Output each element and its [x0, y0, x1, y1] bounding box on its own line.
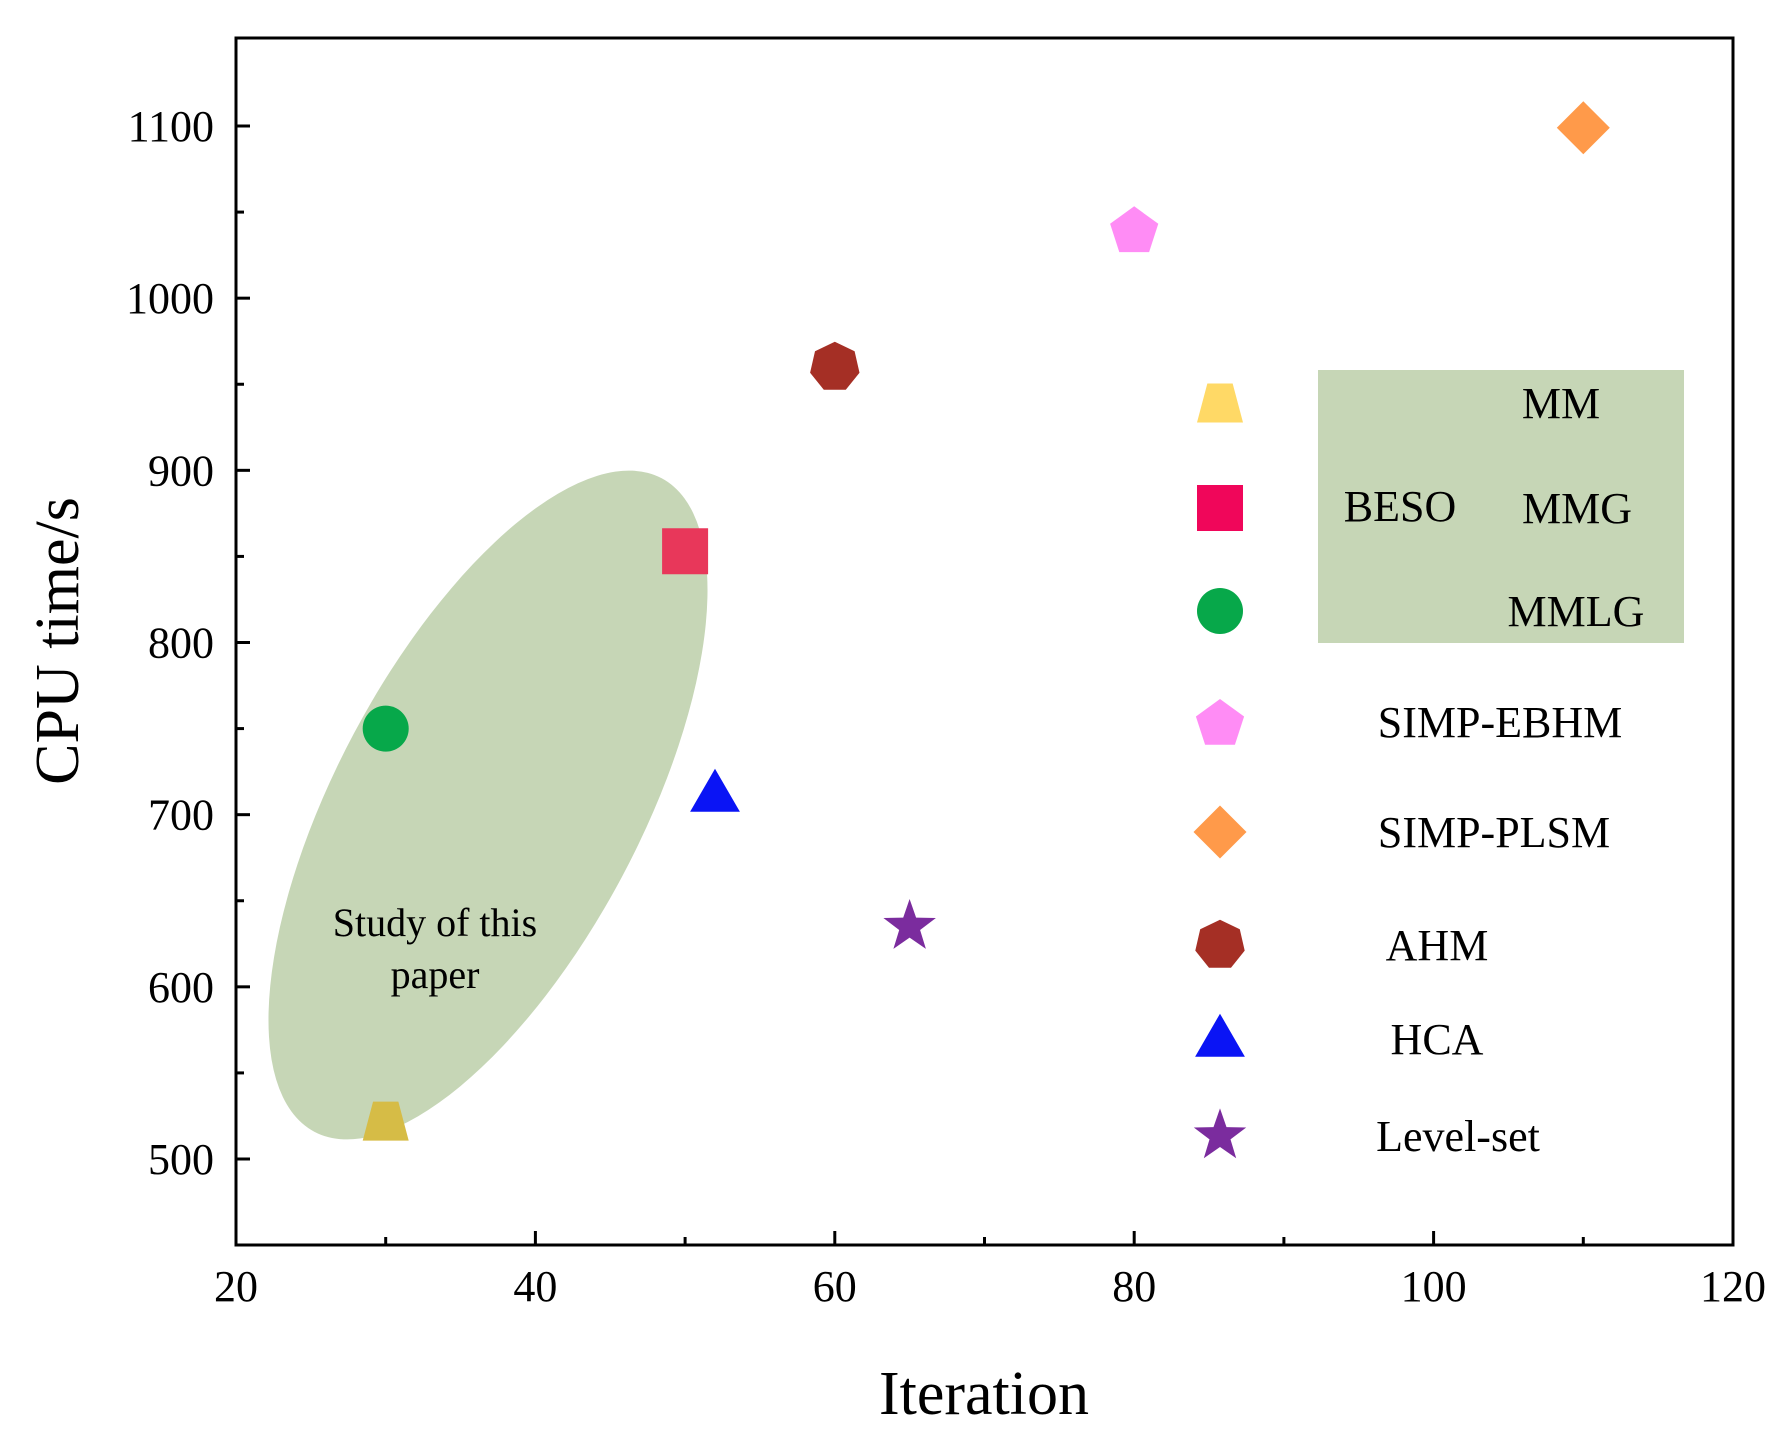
- y-tick-label: 1000: [126, 274, 214, 323]
- legend-marker-mmlg: [1197, 588, 1243, 634]
- legend: MM MMG MMLG SIMP-EBHM SIMP-PLSM AHM HCA Level-s…: [1193, 379, 1645, 1161]
- beso-group-background: [1318, 370, 1684, 643]
- legend-marker-mmg: [1197, 485, 1243, 531]
- legend-marker-ahm: [1195, 919, 1245, 968]
- annotation-line-1: Study of this: [333, 900, 537, 945]
- legend-marker-level-set: [1193, 1108, 1247, 1159]
- y-tick-label: 1100: [128, 102, 214, 151]
- y-axis: 500 600 700 800 900 1000 1100: [126, 102, 250, 1184]
- x-tick-label: 40: [513, 1262, 557, 1311]
- legend-group-label: BESO: [1344, 482, 1456, 531]
- y-tick-label: 800: [148, 619, 214, 668]
- study-highlight-ellipse: [268, 470, 708, 1140]
- x-tick-label: 80: [1112, 1262, 1156, 1311]
- data-point-level-set: [883, 899, 936, 949]
- data-point-ahm: [810, 341, 860, 390]
- legend-label-hca: HCA: [1391, 1015, 1484, 1064]
- legend-label-mm: MM: [1522, 379, 1600, 428]
- x-tick-label: 120: [1700, 1262, 1766, 1311]
- annotation-line-2: paper: [391, 952, 480, 997]
- y-tick-label: 700: [148, 791, 214, 840]
- x-axis-title: Iteration: [879, 1360, 1089, 1428]
- legend-marker-simp-ebhm: [1195, 699, 1245, 745]
- legend-marker-mm: [1197, 383, 1243, 423]
- data-points: [362, 101, 1610, 1141]
- legend-label-ahm: AHM: [1386, 921, 1489, 970]
- x-tick-label: 20: [214, 1262, 258, 1311]
- y-tick-label: 900: [148, 446, 214, 495]
- legend-marker-simp-plsm: [1193, 805, 1247, 859]
- legend-marker-hca: [1195, 1013, 1245, 1057]
- data-point-simp-plsm: [1556, 101, 1610, 155]
- data-point-hca: [690, 768, 740, 812]
- legend-label-simp-plsm: SIMP-PLSM: [1378, 808, 1610, 857]
- legend-label-mmg: MMG: [1522, 484, 1632, 533]
- data-point-mmg: [662, 528, 709, 575]
- y-tick-label: 500: [148, 1135, 214, 1184]
- data-point-simp-ebhm: [1110, 206, 1159, 253]
- y-tick-label: 600: [148, 963, 214, 1012]
- data-point-mmlg: [362, 705, 409, 752]
- x-tick-label: 60: [813, 1262, 857, 1311]
- y-axis-title: CPU time/s: [24, 497, 92, 785]
- legend-label-level-set: Level-set: [1376, 1112, 1540, 1161]
- x-tick-label: 100: [1401, 1262, 1467, 1311]
- x-axis: 20 40 60 80 100 120: [214, 1231, 1766, 1311]
- legend-label-simp-ebhm: SIMP-EBHM: [1378, 698, 1623, 747]
- legend-label-mmlg: MMLG: [1508, 587, 1645, 636]
- data-point-mm: [362, 1101, 409, 1141]
